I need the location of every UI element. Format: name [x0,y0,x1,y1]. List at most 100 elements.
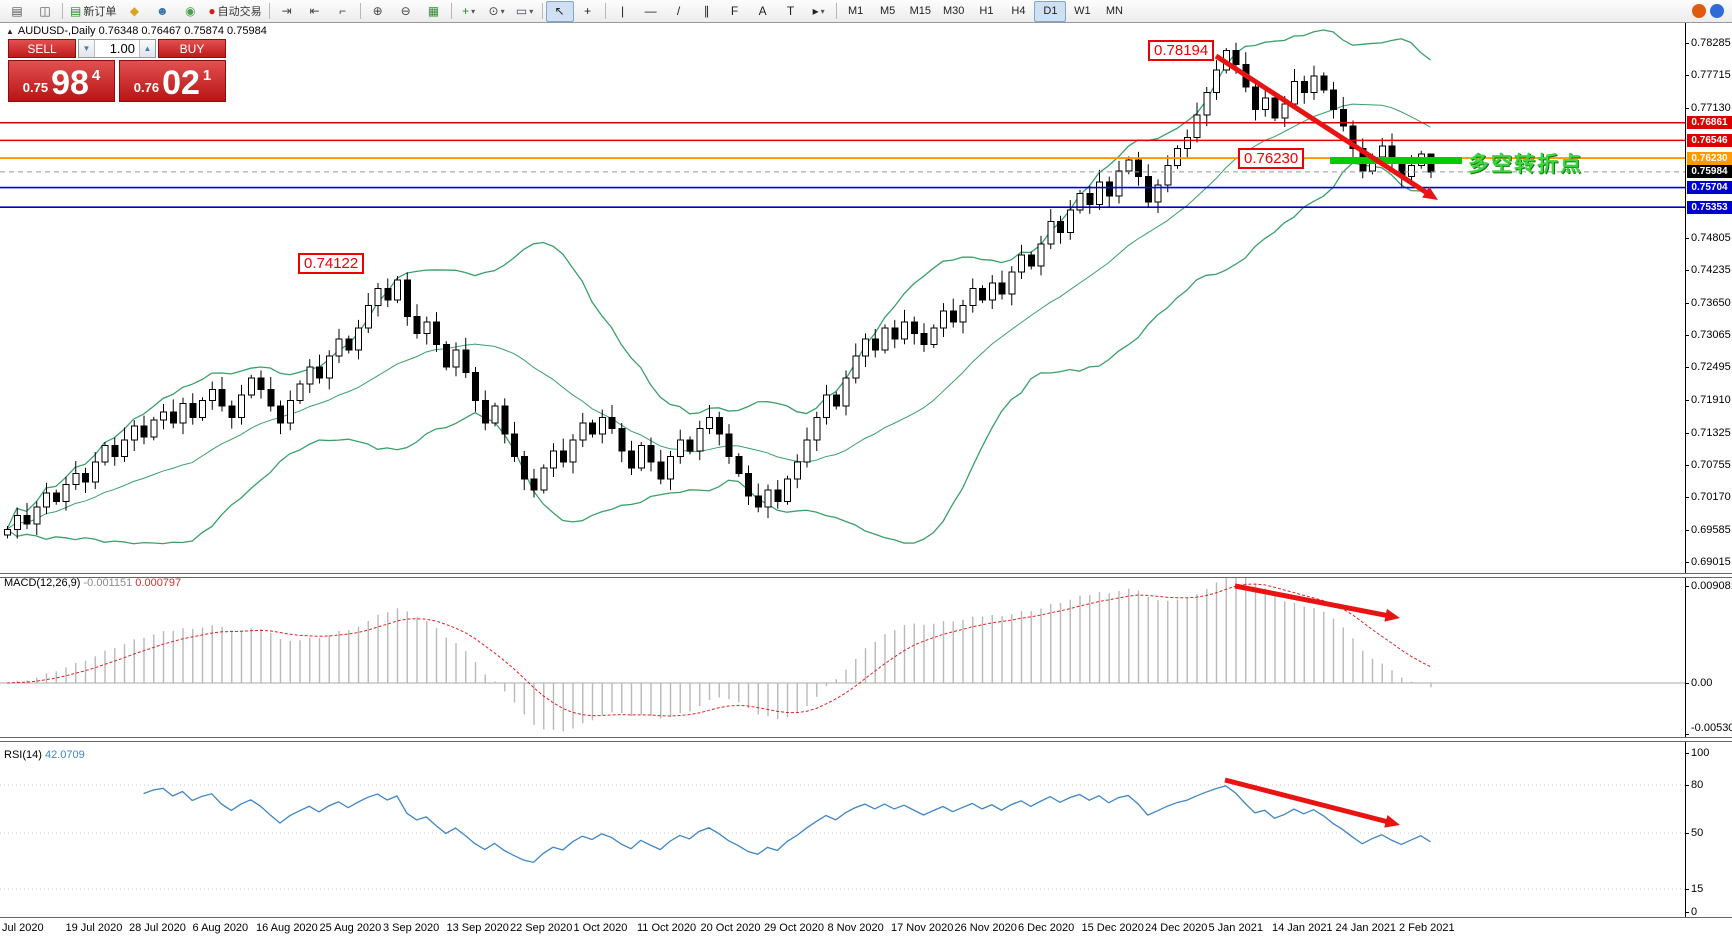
new-order-button[interactable]: ▤ 新订单 [66,1,120,22]
candlestick [1213,69,1220,94]
text-label-icon[interactable]: T [777,1,805,22]
candlestick [1339,108,1347,127]
autoscroll-icon: ⇥ [281,4,292,18]
timeframe-mn-button[interactable]: MN [1105,5,1123,17]
pane-separator-macd[interactable] [0,573,1732,578]
arrows-tool-icon[interactable]: ▸ ▾ [805,1,833,22]
zoom-out-icon[interactable]: ⊖ [392,1,420,22]
styles-bucket-icon[interactable]: ◆ [120,1,148,22]
autotrade-button[interactable]: ● 自动交易 [204,1,265,22]
timeframe-m15-button[interactable]: M15 [909,5,931,17]
timeframe-h4-button[interactable]: H4 [1011,5,1026,17]
candlestick [813,416,821,441]
candlestick [1174,148,1181,166]
news-alert-icon[interactable] [1692,4,1706,18]
step-back-icon[interactable]: ⌐ [329,1,357,22]
candlestick [130,425,138,441]
price-annotation-box[interactable]: 0.78194 [1148,40,1215,61]
pane-separator-rsi[interactable] [0,737,1732,742]
buy-button[interactable]: BUY [158,39,226,58]
cursor-icon[interactable]: ↖ [545,0,574,22]
candlestick [1320,75,1328,91]
time-axis-label: 1 Oct 2020 [573,922,628,934]
macd-axis-label: -0.005306 [1691,722,1732,734]
price-tag-0.75984: 0.75984 [1687,165,1732,179]
support-highlight-bar[interactable] [1330,157,1462,164]
candlestick [335,338,343,357]
buy-price-button[interactable]: 0.76 02 1 [119,60,226,102]
candlestick [559,450,567,463]
timeframe-d1-button[interactable]: D1 [1034,0,1067,22]
arrows-tool-icon: ▸ [812,4,819,18]
candlestick [433,321,440,346]
lot-spinner[interactable]: ▼ 1.00 ▲ [78,39,156,58]
time-axis-label: 14 Jan 2021 [1272,922,1333,934]
price-annotation-box[interactable]: 0.74122 [298,253,365,274]
trend-arrow-head[interactable] [1384,608,1400,622]
time-axis-label: 8 Nov 2020 [827,922,884,934]
toolbar-separator [541,3,543,19]
chart-type-icon[interactable]: ▭ ▾ [511,1,539,22]
price-axis-label: 0.69015 [1691,556,1731,569]
autoscroll-icon[interactable]: ⇥ [273,1,301,22]
chart-shift-icon[interactable]: ⇤ [301,1,329,22]
price-axis-tick [1685,237,1689,239]
lot-increase-button[interactable]: ▲ [139,40,155,57]
candlestick [472,372,479,402]
timeframe-h1-button[interactable]: H1 [979,5,994,17]
signal-icon: ◉ [185,4,196,18]
periods-icon[interactable]: ⊙ ▾ [483,1,511,22]
crosshair-icon[interactable]: + [574,1,602,22]
timeframe-m1-button[interactable]: M1 [847,5,864,17]
candlestick [754,495,762,508]
lot-value-input[interactable]: 1.00 [109,41,135,56]
horizontal-line-icon[interactable]: — [637,1,665,22]
trendline-icon[interactable]: / [665,1,693,22]
candlestick [1261,97,1269,110]
sell-button[interactable]: SELL [8,39,76,58]
rsi-axis-tick [1685,785,1689,786]
trend-arrow-head[interactable] [1422,186,1438,200]
trend-arrow-head[interactable] [1384,815,1400,828]
chart-preview-icon[interactable]: ◫ [31,1,59,22]
timeframe-w1-button[interactable]: W1 [1074,5,1091,17]
candlestick [823,394,830,418]
indicators-add-icon[interactable]: + ▾ [455,1,483,22]
candlestick [637,444,645,469]
sell-price-button[interactable]: 0.75 98 4 [8,60,115,102]
candlestick [1027,254,1035,267]
candlestick [764,489,772,508]
tile-windows-icon[interactable]: ▦ [420,1,448,22]
lot-decrease-button[interactable]: ▼ [79,40,95,57]
fibonacci-icon[interactable]: F [721,1,749,22]
timeframe-m5-button[interactable]: M5 [879,5,896,17]
bull-bear-turning-point-note[interactable]: 多空转折点 [1468,153,1583,176]
price-axis-tick [1685,464,1689,466]
channel-icon[interactable]: ∥ [693,1,721,22]
new-chart-icon[interactable]: ▤ [3,1,31,22]
autotrade-button-label: 自动交易 [217,6,262,18]
candlestick [1310,75,1318,94]
candlestick [121,439,128,458]
connection-icon[interactable] [1710,4,1724,18]
candlestick [247,377,255,396]
buy-price-prefix: 0.76 [133,80,160,95]
candlestick [676,439,684,458]
profile-icon: ☻ [156,4,169,18]
candlestick [62,484,70,502]
candlestick [930,327,938,346]
signal-icon[interactable]: ◉ [176,1,204,22]
timeframe-m30-button[interactable]: M30 [943,5,965,17]
profile-icon[interactable]: ☻ [148,1,176,22]
vertical-line-icon[interactable]: | [609,1,637,22]
sell-price-prefix: 0.75 [22,80,49,95]
text-icon[interactable]: A [749,1,777,22]
price-axis-label: 0.71325 [1691,426,1731,439]
price-annotation-box[interactable]: 0.76230 [1238,148,1305,169]
candlestick [988,282,996,301]
symbol-ohlc-text: AUDUSD-,Daily 0.76348 0.76467 0.75874 0.… [17,25,267,37]
candlestick [111,444,119,458]
candlestick [1183,136,1191,150]
zoom-in-icon[interactable]: ⊕ [364,1,392,22]
